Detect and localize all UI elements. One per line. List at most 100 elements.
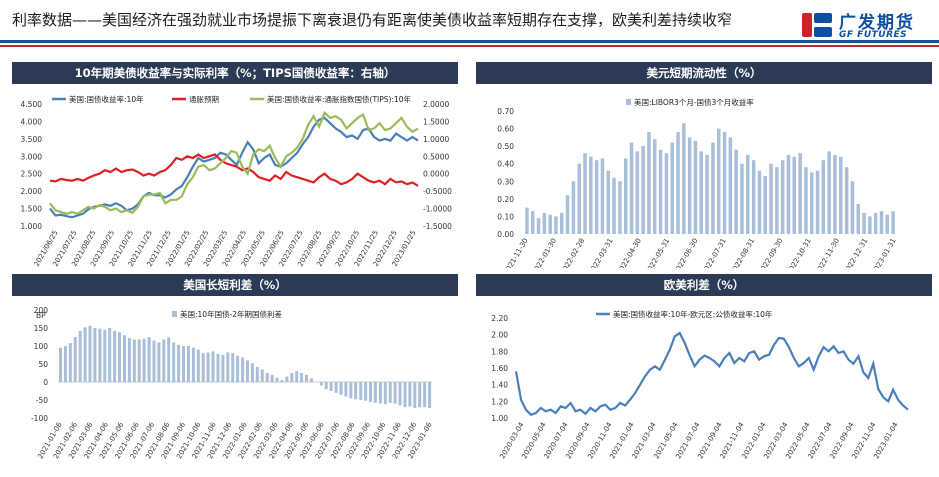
- c3-bar: [290, 373, 294, 382]
- c3-bar: [118, 332, 121, 382]
- c2-x-axis-tick-label: 2022-05-31: [644, 237, 671, 268]
- c2-bar: [647, 132, 651, 234]
- c3-bar: [113, 330, 117, 382]
- c4-y-axis-tick-label: 1.40: [491, 381, 508, 390]
- c3-bar: [98, 328, 102, 382]
- c3-bar: [349, 382, 353, 399]
- c2-bar: [786, 154, 791, 234]
- c3-bar: [398, 382, 402, 406]
- c4-y-axis-tick-label: 1.60: [491, 364, 508, 373]
- c2-bar: [734, 149, 738, 234]
- c3-bar: [172, 342, 176, 382]
- c3-bar: [378, 382, 382, 404]
- c4-legend-label: 美国:国债收益率:10年-欧元区:公债收益率:10年: [613, 309, 773, 319]
- c2-bar: [879, 211, 884, 234]
- c1-left-axis-tick-label: 3.500: [21, 135, 43, 144]
- panel-title-usd-liquidity: 美元短期流动性（%）: [476, 62, 932, 84]
- c2-bar: [693, 140, 698, 234]
- c2-bar: [606, 170, 610, 234]
- c3-bar: [373, 382, 377, 403]
- chart-treasury-yield: 4.500 4.000 3.500 3.000 2.500 2.000 1.500 1.000…: [21, 94, 453, 268]
- c2-x-axis-tick-label: 2022-12-31: [842, 237, 869, 268]
- c2-bar: [525, 207, 529, 234]
- c4-y-axis-tick-label: 1.20: [491, 397, 508, 406]
- c3-bar: [123, 335, 126, 382]
- c3-bar: [236, 355, 240, 382]
- c2-bar: [548, 214, 552, 234]
- panel-title-treasury-yield: 10年期美债收益率与实际利率（%；TIPS国债收益率：右轴）: [12, 62, 458, 84]
- c2-bar: [775, 167, 779, 234]
- c3-bar: [403, 382, 407, 408]
- c3-y-axis-tick-label: -100: [31, 414, 48, 423]
- c3-y-axis-tick-label: 0: [43, 378, 48, 387]
- c2-bar: [722, 132, 727, 234]
- c2-bar: [885, 214, 889, 234]
- c2-bar: [850, 181, 855, 234]
- c1-left-axis-tick-label: 3.000: [21, 152, 43, 161]
- c2-bar: [763, 176, 767, 234]
- c1-right-axis-tick-label: 0.0000: [423, 170, 449, 179]
- c1-left-axis-tick-label: 2.000: [21, 187, 43, 196]
- c3-bar: [369, 382, 372, 402]
- c3-bar: [108, 328, 112, 382]
- c3-bar: [300, 373, 304, 382]
- c3-bar: [191, 347, 195, 382]
- c2-bar: [792, 156, 796, 234]
- c2-x-axis-tick-label: 2022-04-30: [616, 237, 643, 268]
- c2-y-axis-tick-label: 0.40: [497, 160, 514, 169]
- c3-bar: [344, 382, 348, 397]
- c2-bar: [798, 153, 802, 234]
- c2-bar: [868, 216, 872, 234]
- panel-title-us-eu-spread: 欧美利差（%）: [476, 274, 932, 296]
- logo-name-en: GF FUTURES: [839, 30, 908, 40]
- c2-x-axis-tick-label: 2022-01-30: [531, 237, 558, 268]
- c3-bar: [260, 369, 264, 382]
- c2-bar: [746, 154, 750, 234]
- c4-y-axis-tick-label: 1.00: [491, 414, 508, 423]
- c2-bar: [751, 160, 756, 234]
- c3-bar: [319, 382, 323, 386]
- c1-left-axis-tick-label: 2.500: [21, 170, 43, 179]
- c2-bar: [583, 153, 587, 234]
- c2-x-axis-tick-label: 2022-09-30: [757, 237, 784, 268]
- header-divider-blue: [0, 40, 939, 43]
- header-divider-red: [0, 45, 939, 47]
- c2-bar: [769, 163, 773, 234]
- c2-y-axis-tick-label: 0.60: [497, 125, 514, 134]
- c2-bar: [780, 160, 785, 234]
- c1-left-axis-tick-label: 4.000: [21, 117, 43, 126]
- c3-bar: [246, 360, 249, 382]
- c3-unit-label: BP: [36, 311, 46, 320]
- c2-legend-label: 美国:LIBOR3个月-国债3个月收益率: [634, 97, 754, 107]
- c2-bar: [577, 163, 581, 234]
- c1-left-axis-tick-label: 1.000: [21, 222, 43, 231]
- c3-bar: [270, 374, 274, 382]
- c1-right-axis-tick-label: -1.5000: [423, 222, 452, 231]
- c3-bar: [408, 382, 412, 407]
- c3-bar: [201, 353, 205, 382]
- c3-bar: [142, 338, 146, 382]
- c2-bar: [728, 137, 733, 234]
- c3-bar: [162, 339, 166, 382]
- c2-y-axis-tick-label: 0.50: [497, 142, 514, 151]
- c3-bar: [132, 339, 136, 382]
- c3-bar: [250, 363, 254, 382]
- c1-right-axis-tick-label: 1.0000: [423, 135, 449, 144]
- c2-x-axis-tick-label: 2022-07-31: [701, 237, 728, 268]
- chart-us-eu-spread: 2.202.001.801.601.401.201.002020-03-0420…: [491, 309, 909, 460]
- c2-bar: [629, 142, 634, 234]
- c2-legend-swatch: [626, 99, 631, 105]
- c1-series-line-0: [49, 116, 419, 219]
- c2-bar: [618, 181, 622, 234]
- c1-left-axis-tick-label: 4.500: [21, 100, 43, 109]
- c2-bar: [589, 156, 593, 234]
- c1-left-axis-tick-label: 1.500: [21, 205, 43, 214]
- c1-right-axis-tick-label: -0.5000: [423, 187, 452, 196]
- c3-bar: [186, 346, 190, 382]
- c3-bar: [428, 382, 432, 408]
- c3-bar: [285, 376, 289, 382]
- c3-bar: [216, 353, 220, 382]
- c2-bar: [565, 195, 570, 234]
- c2-bar: [856, 204, 860, 234]
- c1-legend-label: 美国:国债收益率:通胀指数国债(TIPS):10年: [267, 94, 412, 104]
